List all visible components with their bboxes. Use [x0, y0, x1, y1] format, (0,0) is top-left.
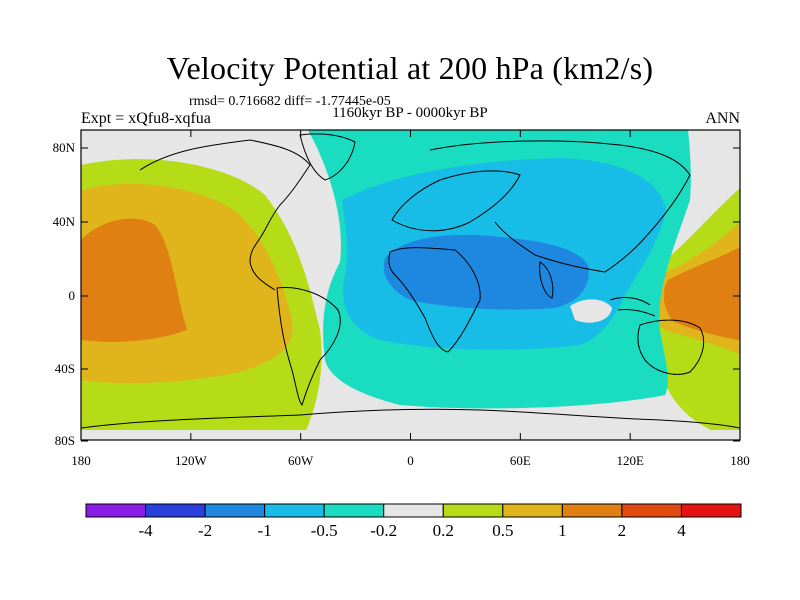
- india-coast: [539, 261, 554, 299]
- colorbar-label: -2: [198, 521, 212, 540]
- x-tick-label: 180: [730, 453, 750, 468]
- coastlines: [81, 133, 740, 429]
- x-axis: 180 120W 60W 0 60E 120E 180: [71, 130, 750, 468]
- colorbar-label: -1: [258, 521, 272, 540]
- positive-region-1: [81, 218, 187, 342]
- colorbar-label: -0.2: [370, 521, 397, 540]
- colorbar-swatch: [561, 503, 623, 518]
- colorbar-swatch: [442, 503, 504, 518]
- y-tick-label: 80S: [55, 433, 75, 448]
- australia-coast: [637, 319, 705, 375]
- positive-region-1-west: [663, 247, 740, 340]
- x-tick-label: 60W: [288, 453, 314, 468]
- colorbar-swatch: [680, 503, 742, 518]
- x-tick-label: 0: [407, 453, 414, 468]
- antarctica-coast: [81, 408, 740, 429]
- x-tick-label: 180: [71, 453, 91, 468]
- y-tick-label: 80N: [53, 140, 76, 155]
- colorbar-label: 0.2: [433, 521, 454, 540]
- experiment-label: Expt = xQfu8-xqfua: [81, 110, 211, 127]
- colorbar-swatch: [145, 503, 206, 518]
- africa-coast: [388, 247, 481, 353]
- colorbar-label: -0.5: [311, 521, 338, 540]
- colorbar-label: 1: [558, 521, 567, 540]
- colorbar-swatch: [204, 503, 266, 518]
- europe-coast: [391, 170, 521, 232]
- stats-label: rmsd= 0.716682 diff= -1.77445e-05: [189, 94, 391, 109]
- colorbar-swatch: [502, 503, 563, 518]
- colorbar-swatch: [383, 503, 444, 518]
- colorbar-label: 0.5: [492, 521, 513, 540]
- colorbar-swatch: [323, 503, 385, 518]
- y-tick-label: 0: [69, 288, 76, 303]
- neutral-notch: [570, 299, 612, 323]
- south-america-coast: [276, 286, 341, 407]
- x-tick-label: 120W: [175, 453, 208, 468]
- colorbar-swatch: [85, 503, 147, 518]
- indonesia-coast: [609, 297, 656, 317]
- season-label: ANN: [705, 110, 740, 127]
- colorbar-swatch: [621, 503, 682, 518]
- contour-map: [81, 130, 740, 440]
- colorbar-label: 4: [677, 521, 686, 540]
- plot-title: Velocity Potential at 200 hPa (km2/s): [166, 50, 654, 86]
- asia-coast: [429, 140, 691, 273]
- colorbar-label: 2: [618, 521, 627, 540]
- north-america-coast: [139, 139, 311, 291]
- period-label: 1160kyr BP - 0000kyr BP: [332, 105, 488, 121]
- y-axis: 80N 40N 0 40S 80S: [53, 140, 740, 448]
- x-tick-label: 120E: [616, 453, 644, 468]
- y-tick-label: 40S: [55, 361, 75, 376]
- x-tick-label: 60E: [510, 453, 531, 468]
- greenland-coast: [299, 133, 356, 181]
- negative-region-1: [383, 234, 589, 310]
- colorbar: -4 -2 -1 -0.5 -0.2 0.2 0.5 1 2 4: [85, 503, 742, 540]
- y-tick-label: 40N: [53, 214, 76, 229]
- colorbar-label: -4: [138, 521, 153, 540]
- colorbar-swatch: [264, 503, 325, 518]
